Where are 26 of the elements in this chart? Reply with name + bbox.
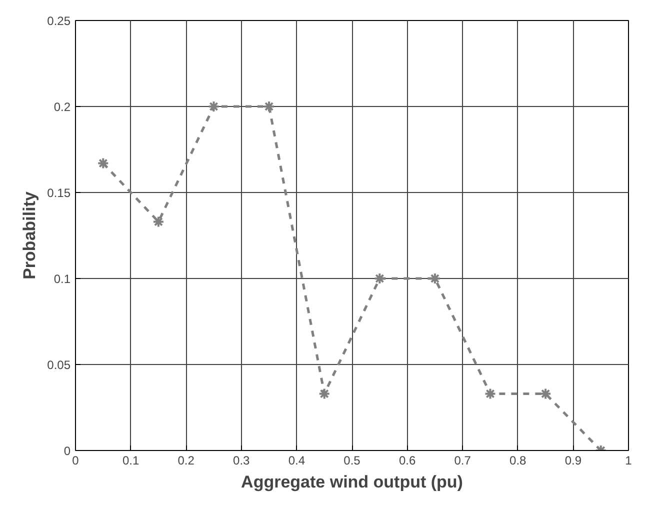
x-tick-label: 0.4 [288, 454, 306, 468]
point [97, 157, 110, 170]
point [318, 388, 330, 400]
x-tick-label: 0.5 [344, 454, 361, 468]
x-tick-label: 1 [625, 454, 632, 468]
y-tick-label: 0.25 [47, 14, 71, 28]
x-tick-label: 0 [72, 454, 80, 468]
point [540, 388, 552, 400]
x-tick-label: 0.6 [398, 454, 416, 468]
y-tick-label: 0.2 [54, 100, 71, 114]
y-axis-title: Probability [20, 191, 40, 280]
x-tick-label: 0.2 [178, 454, 195, 468]
x-tick-label: 0.8 [510, 454, 527, 468]
point [484, 388, 496, 400]
x-tick-label: 0.9 [564, 454, 582, 468]
point [208, 100, 220, 112]
x-axis-title: Aggregate wind output (pu) [241, 472, 463, 492]
x-tick-label: 0.3 [233, 454, 250, 468]
y-tick-label: 0.05 [47, 358, 71, 372]
y-tick-label: 0.15 [47, 186, 71, 200]
y-tick-label: 0.1 [54, 272, 71, 286]
y-tick-label: 0 [64, 444, 71, 458]
point [263, 100, 276, 112]
point [152, 216, 164, 228]
x-tick-label: 0.7 [454, 454, 472, 468]
x-tick-label: 0.1 [122, 454, 140, 468]
